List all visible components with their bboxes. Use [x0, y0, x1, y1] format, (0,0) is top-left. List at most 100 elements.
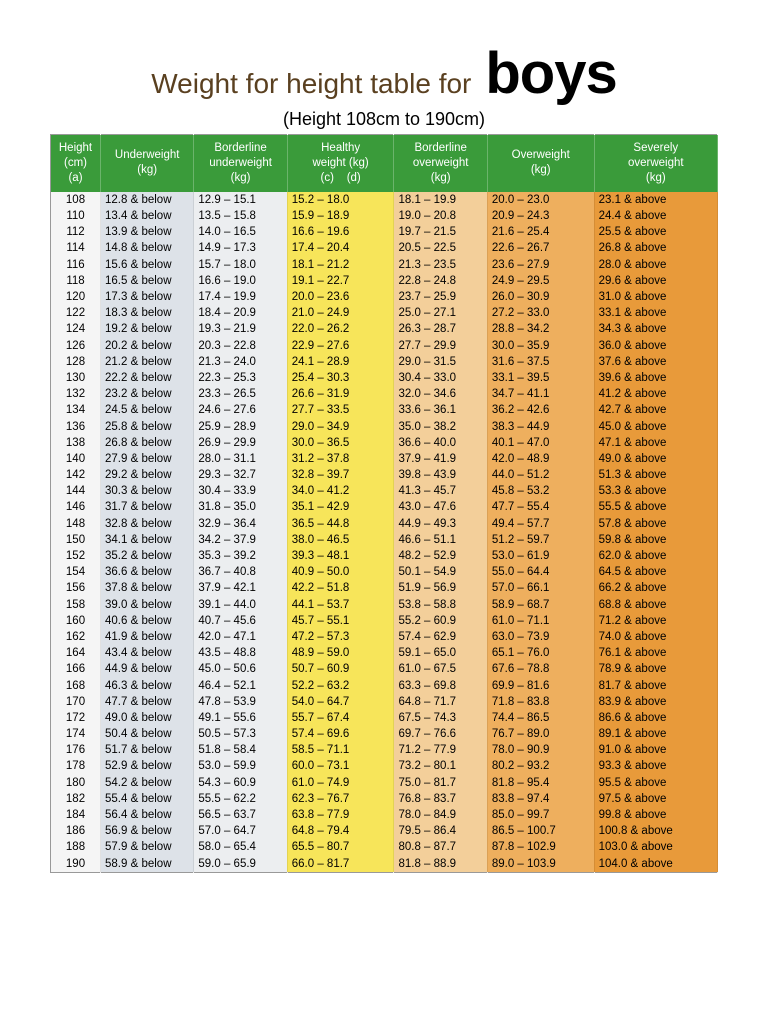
value-cell: 31.6 – 37.5 [487, 354, 594, 370]
value-cell: 55.5 & above [594, 499, 717, 515]
value-cell: 45.0 & above [594, 418, 717, 434]
height-cell: 176 [51, 742, 101, 758]
value-cell: 22.2 & below [101, 370, 194, 386]
column-header: Borderlineunderweight(kg) [194, 135, 287, 192]
value-cell: 14.9 – 17.3 [194, 240, 287, 256]
table-row: 14229.2 & below29.3 – 32.732.8 – 39.739.… [51, 467, 718, 483]
value-cell: 49.0 & below [101, 710, 194, 726]
value-cell: 29.6 & above [594, 273, 717, 289]
value-cell: 30.4 – 33.0 [394, 370, 487, 386]
value-cell: 64.8 – 71.7 [394, 694, 487, 710]
value-cell: 55.0 – 64.4 [487, 564, 594, 580]
table-row: 14027.9 & below28.0 – 31.131.2 – 37.837.… [51, 451, 718, 467]
value-cell: 30.0 – 35.9 [487, 338, 594, 354]
value-cell: 25.8 & below [101, 418, 194, 434]
title-main: Weight for height table for [151, 68, 471, 100]
value-cell: 20.5 – 22.5 [394, 240, 487, 256]
value-cell: 80.8 – 87.7 [394, 839, 487, 855]
height-cell: 114 [51, 240, 101, 256]
value-cell: 27.7 – 33.5 [287, 402, 394, 418]
table-row: 18857.9 & below58.0 – 65.465.5 – 80.780.… [51, 839, 718, 855]
column-header: Healthyweight (kg)(c) (d) [287, 135, 394, 192]
table-row: 16846.3 & below46.4 – 52.152.2 – 63.263.… [51, 677, 718, 693]
value-cell: 66.0 – 81.7 [287, 856, 394, 873]
value-cell: 23.7 – 25.9 [394, 289, 487, 305]
column-header: Severelyoverweight(kg) [594, 135, 717, 192]
value-cell: 69.9 – 81.6 [487, 677, 594, 693]
value-cell: 37.9 – 42.1 [194, 580, 287, 596]
value-cell: 71.2 – 77.9 [394, 742, 487, 758]
table-row: 18656.9 & below57.0 – 64.764.8 – 79.479.… [51, 823, 718, 839]
value-cell: 38.3 – 44.9 [487, 418, 594, 434]
table-row: 17450.4 & below50.5 – 57.357.4 – 69.669.… [51, 726, 718, 742]
height-cell: 112 [51, 224, 101, 240]
value-cell: 40.9 – 50.0 [287, 564, 394, 580]
value-cell: 45.0 – 50.6 [194, 661, 287, 677]
value-cell: 44.9 – 49.3 [394, 516, 487, 532]
column-header: Borderlineoverweight(kg) [394, 135, 487, 192]
value-cell: 16.5 & below [101, 273, 194, 289]
height-cell: 140 [51, 451, 101, 467]
value-cell: 57.0 – 66.1 [487, 580, 594, 596]
value-cell: 97.5 & above [594, 791, 717, 807]
value-cell: 18.4 – 20.9 [194, 305, 287, 321]
value-cell: 36.0 & above [594, 338, 717, 354]
table-row: 16241.9 & below42.0 – 47.147.2 – 57.357.… [51, 629, 718, 645]
value-cell: 23.2 & below [101, 386, 194, 402]
value-cell: 33.1 – 39.5 [487, 370, 594, 386]
value-cell: 62.0 & above [594, 548, 717, 564]
value-cell: 37.9 – 41.9 [394, 451, 487, 467]
subtitle: (Height 108cm to 190cm) [50, 109, 718, 130]
value-cell: 53.0 – 61.9 [487, 548, 594, 564]
value-cell: 34.0 – 41.2 [287, 483, 394, 499]
value-cell: 50.7 – 60.9 [287, 661, 394, 677]
value-cell: 49.0 & above [594, 451, 717, 467]
table-row: 19058.9 & below59.0 – 65.966.0 – 81.781.… [51, 856, 718, 873]
table-header: Height(cm)(a)Underweight(kg)Borderlineun… [51, 135, 718, 192]
value-cell: 23.6 – 27.9 [487, 257, 594, 273]
value-cell: 47.7 & below [101, 694, 194, 710]
table-row: 15034.1 & below34.2 – 37.938.0 – 46.546.… [51, 532, 718, 548]
value-cell: 29.0 – 34.9 [287, 418, 394, 434]
value-cell: 51.3 & above [594, 467, 717, 483]
value-cell: 49.1 – 55.6 [194, 710, 287, 726]
table-row: 12218.3 & below18.4 – 20.921.0 – 24.925.… [51, 305, 718, 321]
value-cell: 31.2 – 37.8 [287, 451, 394, 467]
value-cell: 28.0 & above [594, 257, 717, 273]
value-cell: 100.8 & above [594, 823, 717, 839]
value-cell: 42.0 – 47.1 [194, 629, 287, 645]
height-cell: 184 [51, 807, 101, 823]
height-cell: 154 [51, 564, 101, 580]
height-cell: 168 [51, 677, 101, 693]
value-cell: 24.9 – 29.5 [487, 273, 594, 289]
height-cell: 110 [51, 208, 101, 224]
value-cell: 22.8 – 24.8 [394, 273, 487, 289]
value-cell: 20.9 – 24.3 [487, 208, 594, 224]
value-cell: 34.2 – 37.9 [194, 532, 287, 548]
height-cell: 150 [51, 532, 101, 548]
value-cell: 25.9 – 28.9 [194, 418, 287, 434]
value-cell: 26.3 – 28.7 [394, 321, 487, 337]
table-row: 13625.8 & below25.9 – 28.929.0 – 34.935.… [51, 418, 718, 434]
value-cell: 13.4 & below [101, 208, 194, 224]
value-cell: 30.0 – 36.5 [287, 435, 394, 451]
value-cell: 55.7 – 67.4 [287, 710, 394, 726]
table-row: 18456.4 & below56.5 – 63.763.8 – 77.978.… [51, 807, 718, 823]
value-cell: 50.5 – 57.3 [194, 726, 287, 742]
height-cell: 142 [51, 467, 101, 483]
value-cell: 80.2 – 93.2 [487, 758, 594, 774]
value-cell: 51.9 – 56.9 [394, 580, 487, 596]
value-cell: 58.0 – 65.4 [194, 839, 287, 855]
value-cell: 21.0 – 24.9 [287, 305, 394, 321]
value-cell: 32.9 – 36.4 [194, 516, 287, 532]
value-cell: 17.4 – 20.4 [287, 240, 394, 256]
value-cell: 12.8 & below [101, 192, 194, 208]
value-cell: 22.6 – 26.7 [487, 240, 594, 256]
height-cell: 162 [51, 629, 101, 645]
value-cell: 24.5 & below [101, 402, 194, 418]
value-cell: 57.8 & above [594, 516, 717, 532]
column-header: Overweight(kg) [487, 135, 594, 192]
value-cell: 57.9 & below [101, 839, 194, 855]
value-cell: 22.0 – 26.2 [287, 321, 394, 337]
height-cell: 166 [51, 661, 101, 677]
